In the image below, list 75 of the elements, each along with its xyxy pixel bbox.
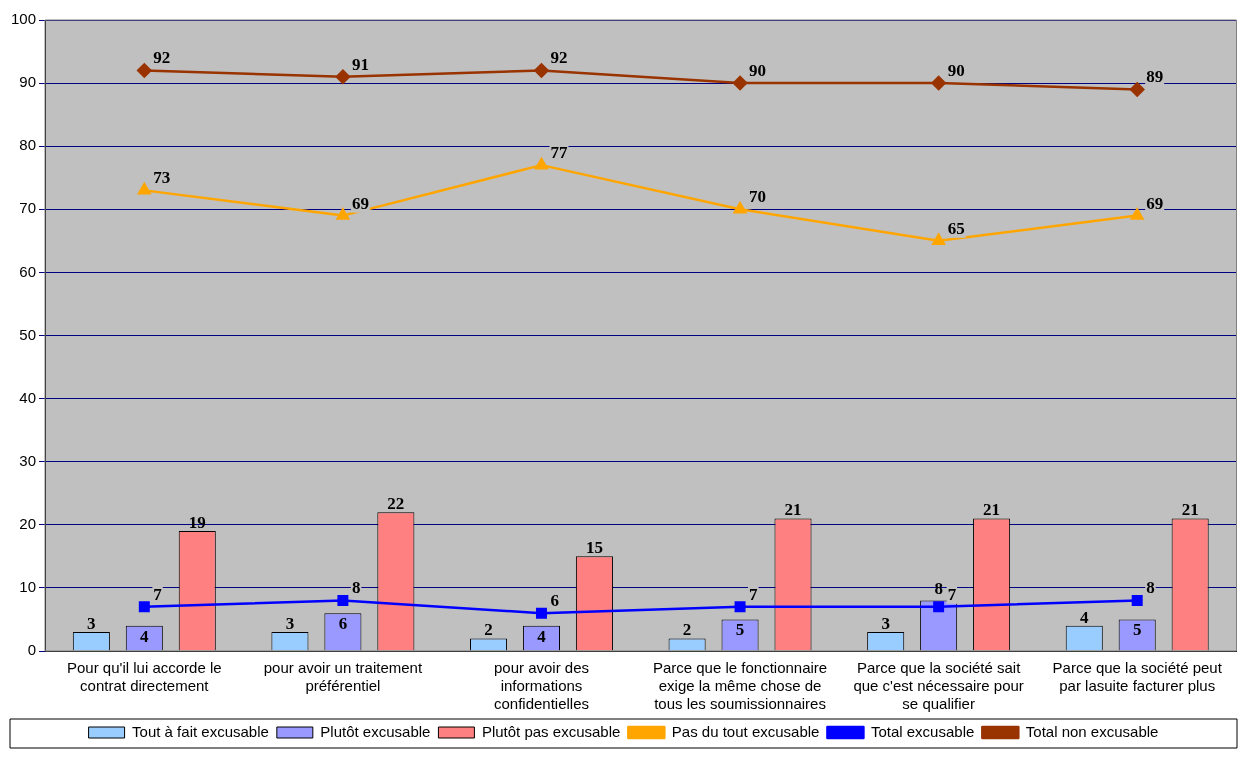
data-label: 4 [1080, 607, 1090, 627]
data-label: 21 [784, 500, 802, 520]
data-label: 65 [947, 218, 965, 238]
point [535, 157, 548, 170]
point [732, 75, 748, 91]
y-tick-label: 100 [11, 10, 37, 28]
point [335, 69, 351, 85]
data-label: 4 [140, 626, 150, 646]
y-tick-label: 80 [19, 136, 37, 154]
point [733, 202, 747, 214]
data-label: 5 [1132, 620, 1142, 640]
data-label: 7 [749, 584, 759, 604]
data-label: 73 [153, 168, 171, 188]
data-label: 90 [749, 60, 767, 80]
data-label: 77 [550, 143, 568, 163]
point [931, 75, 946, 91]
y-tick-label: 0 [27, 641, 37, 659]
legend-label: Plutôt pas excusable [481, 722, 621, 740]
data-label: 7 [947, 584, 957, 604]
data-label: 6 [338, 614, 348, 634]
data-label: 8 [1146, 578, 1155, 598]
x-tick-label: Parce que la société sait que c'est nécessaire pour se qualifier [853, 659, 1024, 713]
point [734, 601, 746, 613]
x-tick-label: pour avoir des informations confidentielles [493, 659, 590, 713]
point [337, 595, 349, 607]
data-label: 3 [285, 613, 295, 633]
data-label: 8 [351, 578, 361, 598]
point [534, 63, 549, 78]
data-label: 70 [749, 187, 767, 207]
y-tick-label: 90 [19, 73, 37, 91]
data-label: 89 [1146, 67, 1164, 87]
data-label: 15 [585, 538, 603, 558]
point [1129, 82, 1145, 97]
point [1130, 208, 1144, 220]
data-label: 2 [682, 620, 692, 640]
x-tick-label: Parce que le fonctionnaire exige la même chose de tous les soumissionnaires [652, 659, 828, 713]
data-label: 4 [537, 626, 547, 646]
data-label: 2 [484, 620, 493, 640]
data-label: 91 [351, 54, 369, 74]
data-label: 69 [1146, 193, 1164, 213]
data-label: 92 [153, 48, 171, 68]
data-label: 3 [881, 613, 890, 633]
data-label: 21 [983, 500, 1001, 520]
y-tick-label: 70 [19, 199, 37, 217]
point [933, 601, 945, 613]
point [932, 233, 946, 246]
point [1131, 595, 1143, 607]
y-tick-label: 60 [19, 262, 37, 280]
point [138, 601, 150, 613]
data-label: 7 [153, 584, 163, 604]
x-tick-label: Parce que la société peut par lasuite facturer plus [1052, 659, 1223, 695]
y-tick-label: 10 [19, 578, 37, 596]
point [137, 63, 152, 78]
point [137, 183, 151, 195]
data-label: 5 [735, 620, 745, 640]
x-tick-label: pour avoir un traitement préférentiel [263, 659, 423, 695]
legend-label: Plutôt excusable [320, 722, 431, 740]
data-label: 69 [351, 193, 369, 213]
legend-label: Pas du tout excusable [671, 722, 820, 740]
data-label: 21 [1181, 500, 1199, 520]
data-label: 22 [387, 494, 405, 514]
y-tick-label: 20 [19, 514, 37, 532]
legend-label: Total non excusable [1025, 722, 1159, 740]
y-tick-label: 50 [19, 325, 37, 343]
x-tick-label: Pour qu'il lui accorde le contrat directement [67, 659, 222, 695]
data-label: 90 [947, 60, 965, 80]
data-label: 92 [550, 48, 568, 68]
legend-label: Tout à fait excusable [132, 722, 269, 740]
data-label: 3 [87, 613, 96, 633]
point [535, 607, 547, 619]
y-tick-label: 40 [19, 388, 37, 406]
y-tick-label: 30 [19, 451, 37, 469]
legend-label: Total excusable [870, 722, 975, 740]
data-label: 6 [550, 591, 559, 611]
point [336, 208, 350, 220]
